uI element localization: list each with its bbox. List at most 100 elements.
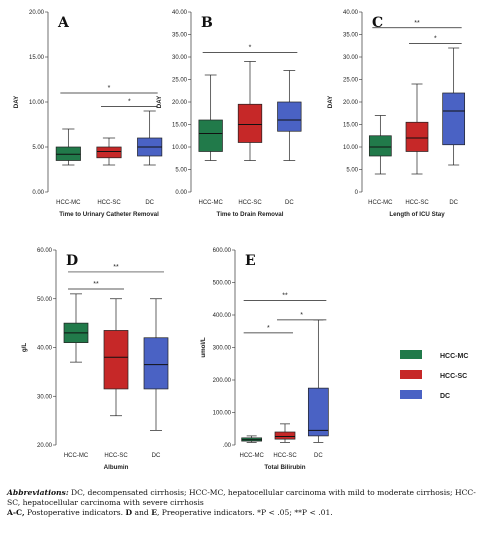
box-hcc-mc: [368, 115, 392, 175]
caption-panels-de-text: , Preoperative indicators. *P < .05; **P…: [156, 508, 333, 517]
y-tick-label: 15.00: [343, 123, 359, 129]
y-tick-label: 30.00: [37, 394, 53, 400]
y-tick-label: .00: [223, 443, 232, 449]
y-tick-label: 40.00: [172, 10, 188, 16]
x-axis-label: Length of ICU Stay: [389, 211, 445, 218]
box-iqr: [103, 330, 129, 390]
legend-swatch: [400, 370, 422, 379]
significance-label: *: [128, 99, 131, 106]
legend-label: DC: [440, 393, 450, 400]
caption-and: and: [132, 508, 152, 517]
box-iqr: [277, 101, 302, 132]
panel-letter: C: [372, 15, 383, 31]
y-tick-label: 600.00: [213, 248, 232, 254]
y-tick-label: 60.00: [37, 248, 53, 254]
panel-letter: B: [201, 15, 213, 31]
y-tick-label: 15.00: [29, 55, 45, 61]
legend-swatch: [400, 350, 422, 359]
panel-b: B 0.00 5.00 10.00 15.00 20.00 25.00 30.00 35.00 4…: [156, 10, 302, 218]
y-tick-label: 20.00: [172, 100, 188, 106]
caption-abbr-label: Abbreviations:: [7, 488, 69, 497]
panel-letter: A: [57, 15, 70, 31]
caption-panels-ac: A-C,: [7, 508, 25, 517]
box-iqr: [143, 337, 169, 390]
legend-label: HCC-SC: [440, 373, 467, 380]
panel-c: C 0 5.00 10.00 15.00 20.00 25.00 30.00 35.00 40.0…: [327, 10, 466, 218]
y-tick-label: 40.00: [343, 10, 359, 16]
x-axis-label: Time to Urinary Catheter Removal: [59, 211, 159, 218]
y-tick-label: 10.00: [29, 100, 45, 106]
x-tick-label: DC: [285, 200, 294, 206]
box-dc: [137, 110, 163, 166]
y-tick-label: 200.00: [213, 378, 232, 384]
caption-panel-d: D: [125, 508, 133, 517]
x-tick-label: HCC-MC: [199, 200, 224, 206]
y-tick-label: 20.00: [29, 10, 45, 16]
box-hcc-mc: [241, 435, 263, 443]
y-tick-label: 5.00: [175, 168, 187, 174]
x-tick-label: DC: [152, 453, 161, 459]
panel-letter: D: [66, 253, 78, 269]
x-tick-label: HCC-MC: [56, 200, 81, 206]
x-tick-label: HCC-SC: [238, 200, 262, 206]
y-tick-label: 5.00: [346, 168, 358, 174]
y-axis-label: g/L: [21, 343, 28, 352]
y-tick-label: 35.00: [172, 33, 188, 39]
significance-label: **: [282, 292, 288, 299]
box-hcc-mc: [63, 293, 89, 363]
y-tick-label: 100.00: [213, 411, 232, 417]
y-tick-label: 400.00: [213, 313, 232, 319]
x-tick-label: HCC-SC: [273, 453, 297, 459]
x-tick-label: HCC-SC: [104, 453, 128, 459]
significance-label: **: [93, 281, 99, 288]
x-tick-label: HCC-MC: [240, 453, 265, 459]
legend-label: HCC-MC: [440, 353, 468, 360]
box-iqr: [274, 431, 296, 440]
caption-panel-e: E: [151, 508, 157, 517]
y-tick-label: 30.00: [172, 55, 188, 61]
panel-letter: E: [245, 253, 256, 269]
box-dc: [442, 47, 466, 166]
box-iqr: [96, 146, 122, 159]
y-tick-label: 40.00: [37, 346, 53, 352]
y-tick-label: 25.00: [172, 78, 188, 84]
y-axis-label: DAY: [327, 95, 334, 108]
y-tick-label: 0: [355, 190, 359, 196]
y-tick-label: 300.00: [213, 346, 232, 352]
box-hcc-sc: [237, 61, 263, 161]
box-iqr: [368, 135, 392, 157]
x-tick-label: HCC-SC: [405, 200, 429, 206]
significance-label: *: [249, 45, 252, 52]
box-dc: [307, 319, 329, 443]
box-hcc-sc: [274, 423, 296, 443]
panel-e: E .00 100.00 200.00 300.00 400.00 500.00 600.00…: [200, 248, 329, 471]
x-axis-label: Albumin: [104, 464, 129, 471]
x-tick-label: HCC-MC: [368, 200, 393, 206]
panel-d: D 20.00 30.00 40.00 50.00 60.00 g/L HCC-MC HCC-S…: [21, 248, 169, 471]
y-tick-label: 50.00: [37, 297, 53, 303]
significance-label: **: [113, 264, 119, 271]
x-tick-label: DC: [145, 200, 154, 206]
box-dc: [277, 70, 302, 161]
legend-swatch: [400, 390, 422, 399]
box-hcc-sc: [96, 137, 122, 166]
box-iqr: [198, 119, 223, 152]
significance-label: *: [108, 85, 111, 92]
box-iqr: [237, 103, 263, 143]
x-tick-label: DC: [314, 453, 323, 459]
y-axis-label: umol/L: [200, 337, 207, 357]
caption-panels: A-C, Postoperative indicators. D and E, …: [7, 508, 487, 518]
y-tick-label: 0.00: [32, 190, 44, 196]
x-tick-label: HCC-SC: [97, 200, 121, 206]
significance-label: **: [414, 20, 420, 27]
y-tick-label: 5.00: [32, 145, 44, 151]
x-tick-label: DC: [449, 200, 458, 206]
box-hcc-mc: [198, 74, 223, 161]
y-tick-label: 15.00: [172, 123, 188, 129]
caption-abbreviations: Abbreviations: DC, decompensated cirrhos…: [7, 488, 487, 508]
box-hcc-sc: [103, 298, 129, 417]
x-axis-label: Total Bilirubin: [264, 464, 305, 471]
x-tick-label: HCC-MC: [64, 453, 89, 459]
y-tick-label: 30.00: [343, 55, 359, 61]
